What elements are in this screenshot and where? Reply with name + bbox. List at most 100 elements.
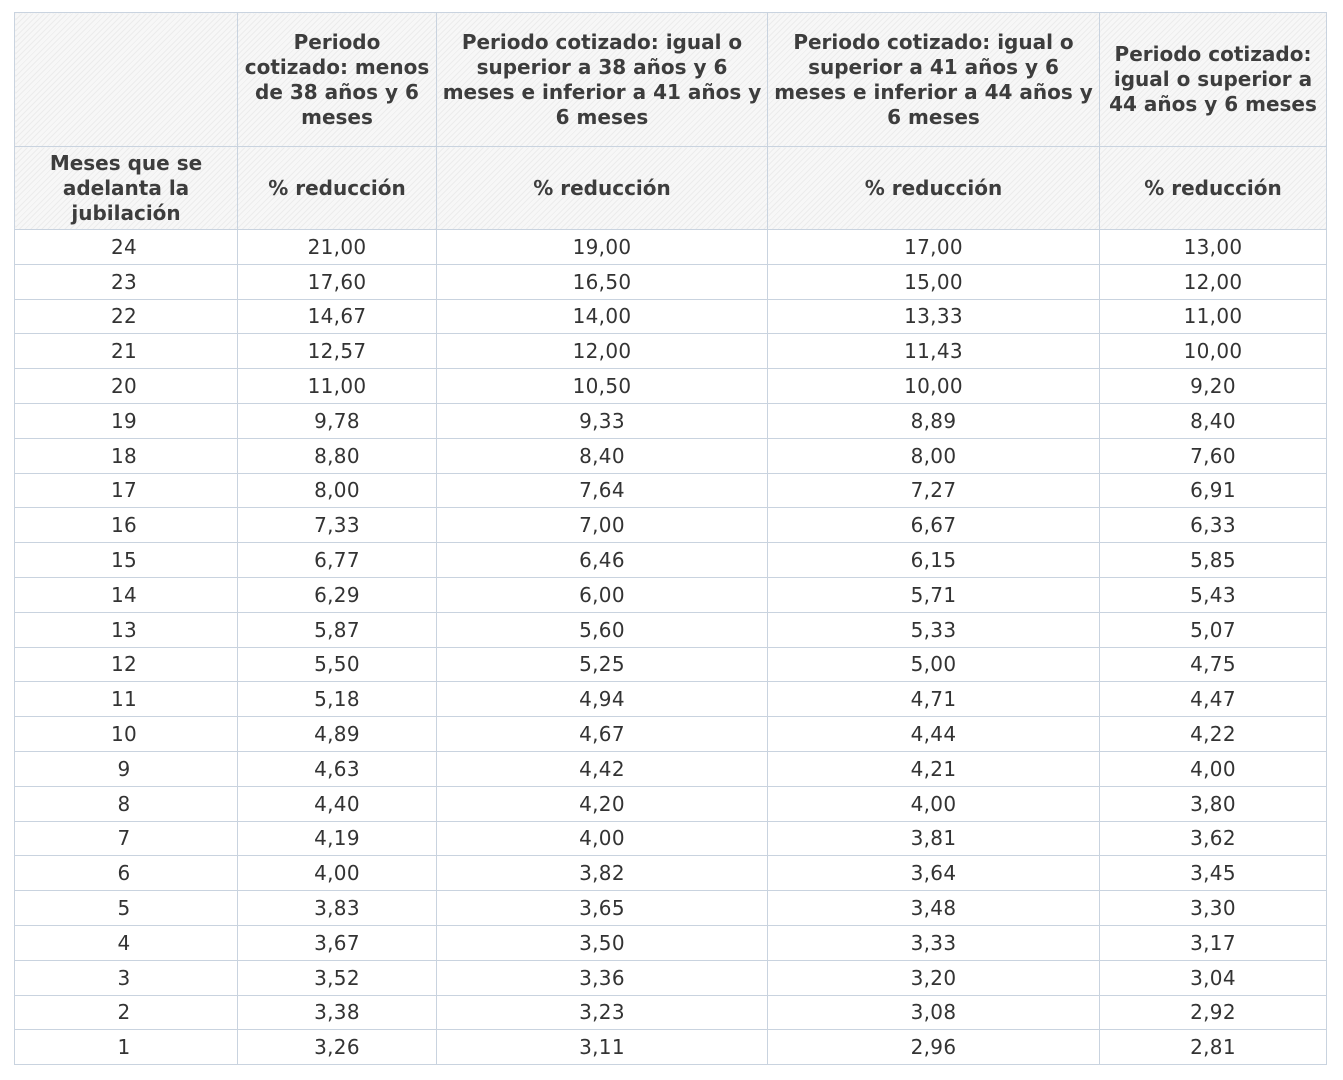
months-cell: 1 — [14, 1029, 238, 1066]
header-months-early: Meses que se adelanta la jubilación — [14, 146, 238, 230]
table-row: 11 5,18 4,94 4,71 4,47 — [14, 681, 1327, 718]
reduction-cell: 19,00 — [436, 229, 768, 265]
reduction-cell: 3,33 — [767, 924, 1100, 961]
reduction-cell: 12,57 — [237, 333, 437, 370]
header-reduction-pct: % reducción — [436, 146, 768, 230]
reduction-cell: 3,82 — [436, 855, 768, 892]
months-cell: 6 — [14, 855, 238, 892]
header-period-38-5-to-41-5: Periodo cotizado: igual o superior a 38 … — [436, 12, 768, 147]
reduction-cell: 6,00 — [436, 576, 768, 613]
months-cell: 23 — [14, 263, 238, 300]
reduction-cell: 3,38 — [237, 994, 437, 1031]
reduction-cell: 16,50 — [436, 263, 768, 300]
reduction-cell: 4,75 — [1099, 646, 1327, 683]
reduction-cell: 4,94 — [436, 681, 768, 718]
reduction-cell: 14,00 — [436, 298, 768, 335]
header-period-44-5-plus: Periodo cotizado: igual o superior a 44 … — [1099, 12, 1327, 147]
reduction-cell: 6,29 — [237, 576, 437, 613]
table-row: 15 6,77 6,46 6,15 5,85 — [14, 542, 1327, 578]
reduction-cell: 4,21 — [767, 750, 1100, 787]
reduction-cell: 17,00 — [767, 229, 1100, 265]
reduction-cell: 3,83 — [237, 890, 437, 926]
months-cell: 10 — [14, 716, 238, 752]
reduction-cell: 6,33 — [1099, 507, 1327, 544]
reduction-cell: 6,15 — [767, 542, 1100, 578]
header-row-labels: Meses que se adelanta la jubilación % re… — [14, 146, 1327, 230]
reduction-cell: 13,00 — [1099, 229, 1327, 265]
table-row: 5 3,83 3,65 3,48 3,30 — [14, 890, 1327, 926]
header-reduction-pct: % reducción — [237, 146, 437, 230]
months-cell: 18 — [14, 437, 238, 474]
table-row: 23 17,60 16,50 15,00 12,00 — [14, 263, 1327, 300]
reduction-cell: 4,20 — [436, 785, 768, 822]
months-cell: 17 — [14, 472, 238, 509]
reduction-cell: 3,50 — [436, 924, 768, 961]
reduction-cell: 3,36 — [436, 959, 768, 996]
reduction-cell: 6,91 — [1099, 472, 1327, 509]
reduction-cell: 5,43 — [1099, 576, 1327, 613]
reduction-cell: 3,17 — [1099, 924, 1327, 961]
reduction-cell: 3,30 — [1099, 890, 1327, 926]
table-row: 13 5,87 5,60 5,33 5,07 — [14, 611, 1327, 648]
reduction-cell: 12,00 — [1099, 263, 1327, 300]
table-row: 10 4,89 4,67 4,44 4,22 — [14, 716, 1327, 752]
reduction-cell: 4,00 — [1099, 750, 1327, 787]
reduction-cell: 8,89 — [767, 402, 1100, 439]
reduction-cell: 3,67 — [237, 924, 437, 961]
reduction-cell: 7,60 — [1099, 437, 1327, 474]
reduction-cell: 5,87 — [237, 611, 437, 648]
table-row: 9 4,63 4,42 4,21 4,00 — [14, 750, 1327, 787]
header-row-periods: Periodo cotizado: menos de 38 años y 6 m… — [14, 12, 1327, 147]
reduction-cell: 4,71 — [767, 681, 1100, 718]
reduction-cell: 3,62 — [1099, 820, 1327, 857]
reduction-table: Periodo cotizado: menos de 38 años y 6 m… — [14, 12, 1327, 1066]
reduction-cell: 4,00 — [767, 785, 1100, 822]
reduction-cell: 10,00 — [767, 368, 1100, 404]
months-cell: 4 — [14, 924, 238, 961]
reduction-cell: 10,00 — [1099, 333, 1327, 370]
reduction-cell: 5,00 — [767, 646, 1100, 683]
reduction-cell: 5,85 — [1099, 542, 1327, 578]
table-row: 8 4,40 4,20 4,00 3,80 — [14, 785, 1327, 822]
table-row: 2 3,38 3,23 3,08 2,92 — [14, 994, 1327, 1031]
reduction-cell: 13,33 — [767, 298, 1100, 335]
months-cell: 21 — [14, 333, 238, 370]
reduction-cell: 5,18 — [237, 681, 437, 718]
reduction-cell: 9,78 — [237, 402, 437, 439]
reduction-cell: 3,11 — [436, 1029, 768, 1066]
reduction-cell: 3,81 — [767, 820, 1100, 857]
table-row: 3 3,52 3,36 3,20 3,04 — [14, 959, 1327, 996]
reduction-cell: 21,00 — [237, 229, 437, 265]
reduction-cell: 3,45 — [1099, 855, 1327, 892]
table-row: 20 11,00 10,50 10,00 9,20 — [14, 368, 1327, 404]
months-cell: 3 — [14, 959, 238, 996]
reduction-cell: 8,40 — [1099, 402, 1327, 439]
table-row: 21 12,57 12,00 11,43 10,00 — [14, 333, 1327, 370]
months-cell: 13 — [14, 611, 238, 648]
months-cell: 8 — [14, 785, 238, 822]
months-cell: 16 — [14, 507, 238, 544]
table-row: 6 4,00 3,82 3,64 3,45 — [14, 855, 1327, 892]
reduction-cell: 2,81 — [1099, 1029, 1327, 1066]
header-reduction-pct: % reducción — [1099, 146, 1327, 230]
header-period-41-5-to-44-5: Periodo cotizado: igual o superior a 41 … — [767, 12, 1100, 147]
reduction-cell: 8,40 — [436, 437, 768, 474]
reduction-cell: 3,48 — [767, 890, 1100, 926]
reduction-cell: 11,00 — [1099, 298, 1327, 335]
months-cell: 7 — [14, 820, 238, 857]
reduction-cell: 4,00 — [237, 855, 437, 892]
reduction-cell: 6,77 — [237, 542, 437, 578]
reduction-cell: 3,04 — [1099, 959, 1327, 996]
reduction-cell: 3,08 — [767, 994, 1100, 1031]
table-row: 17 8,00 7,64 7,27 6,91 — [14, 472, 1327, 509]
months-cell: 14 — [14, 576, 238, 613]
reduction-cell: 2,96 — [767, 1029, 1100, 1066]
months-cell: 2 — [14, 994, 238, 1031]
reduction-cell: 8,00 — [767, 437, 1100, 474]
reduction-cell: 7,00 — [436, 507, 768, 544]
reduction-cell: 3,23 — [436, 994, 768, 1031]
table-row: 4 3,67 3,50 3,33 3,17 — [14, 924, 1327, 961]
table-row: 14 6,29 6,00 5,71 5,43 — [14, 576, 1327, 613]
reduction-cell: 5,25 — [436, 646, 768, 683]
reduction-cell: 4,47 — [1099, 681, 1327, 718]
